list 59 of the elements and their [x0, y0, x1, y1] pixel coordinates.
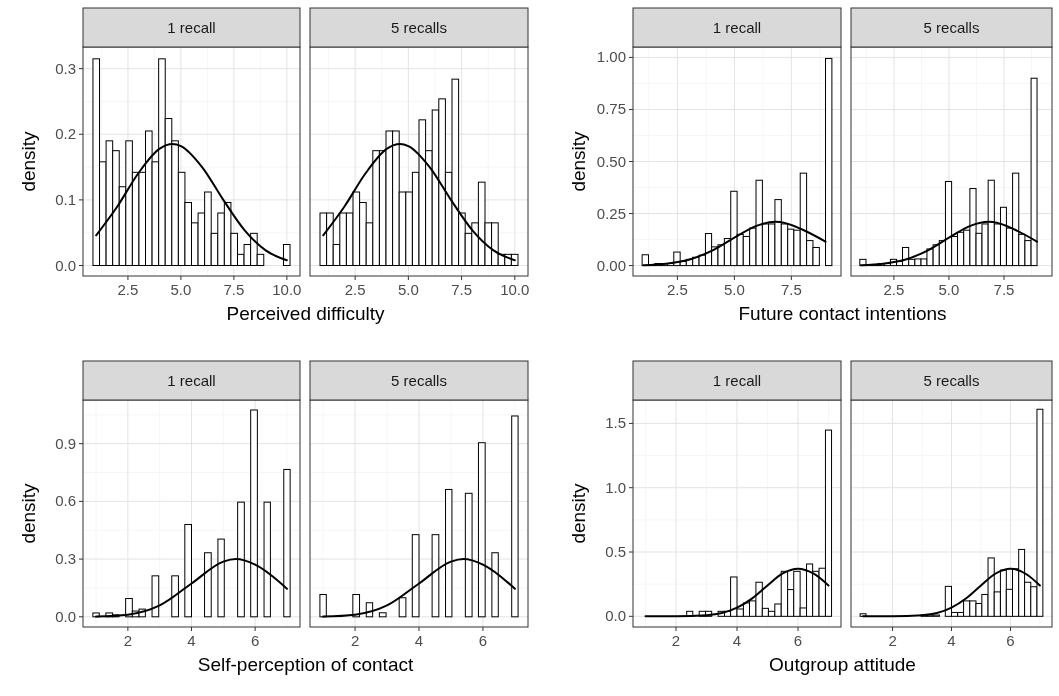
x-tick-label: 2.5 [883, 281, 905, 298]
y-tick-label: 1.5 [605, 414, 626, 432]
y-axis-title: density [18, 130, 39, 192]
x-tick-label: 4 [732, 632, 742, 649]
x-tick-label: 2 [350, 632, 360, 649]
x-tick-label: 6 [250, 632, 260, 649]
y-tick-label: 0.3 [55, 59, 76, 77]
chart-title: 5 recalls [391, 18, 447, 36]
x-axis-title: Outgroup attitude [769, 654, 916, 675]
y-tick-label: 0.75 [596, 100, 626, 118]
y-tick-label: 0.50 [596, 152, 626, 170]
x-axis-title: Future contact intentions [738, 303, 947, 324]
x-tick-label: 7.5 [780, 281, 802, 298]
y-tick-label: 0.9 [55, 434, 76, 452]
x-tick-label: 5.0 [170, 281, 192, 298]
chart-title: 1 recall [167, 371, 216, 389]
y-axis-title: density [18, 482, 39, 544]
y-tick-label: 0.2 [55, 125, 76, 143]
x-tick-label: 6 [793, 632, 803, 649]
y-tick-label: 0.1 [55, 190, 76, 208]
y-tick-label: 1.00 [596, 48, 626, 66]
y-tick-label: 0.6 [55, 492, 76, 510]
y-axis-title: density [568, 482, 589, 544]
y-tick-label: 0.0 [55, 256, 76, 274]
y-tick-label: 0.5 [605, 543, 626, 561]
chart-title: 1 recall [712, 371, 762, 389]
x-tick-label: 5.0 [397, 281, 419, 298]
y-tick-label: 0.25 [596, 204, 626, 222]
x-tick-label: 4 [947, 632, 956, 649]
x-tick-label: 7.5 [223, 281, 245, 298]
x-tick-label: 2 [888, 632, 897, 649]
x-tick-label: 2.5 [117, 281, 139, 298]
x-tick-label: 2.5 [344, 281, 366, 298]
chart-title: 5 recalls [923, 18, 980, 36]
x-tick-label: 2.5 [667, 281, 688, 298]
y-tick-label: 0.0 [55, 607, 76, 625]
chart-title: 5 recalls [391, 371, 447, 389]
x-tick-label: 5.0 [723, 281, 745, 298]
x-tick-label: 7.5 [993, 281, 1015, 298]
chart-title: 5 recalls [923, 371, 980, 389]
x-tick-label: 6 [1006, 632, 1015, 649]
x-tick-label: 10.0 [272, 281, 302, 298]
x-tick-label: 7.5 [451, 281, 473, 298]
x-tick-label: 4 [414, 632, 424, 649]
x-tick-label: 10.0 [500, 281, 530, 298]
chart-title: 1 recall [712, 18, 762, 36]
x-tick-label: 5.0 [938, 281, 960, 298]
y-tick-label: 1.0 [605, 478, 626, 496]
y-tick-label: 0.3 [55, 550, 76, 568]
y-tick-label: 0.00 [596, 256, 626, 274]
x-tick-label: 6 [478, 632, 488, 649]
x-tick-label: 2 [671, 632, 681, 649]
y-tick-label: 0.0 [605, 607, 626, 625]
chart-title: 1 recall [167, 18, 216, 36]
x-tick-label: 2 [123, 632, 133, 649]
x-tick-label: 4 [187, 632, 196, 649]
x-axis-title: Perceived difficulty [226, 303, 386, 324]
x-axis-title: Self-perception of contact [197, 654, 414, 675]
y-axis-title: density [568, 130, 589, 192]
